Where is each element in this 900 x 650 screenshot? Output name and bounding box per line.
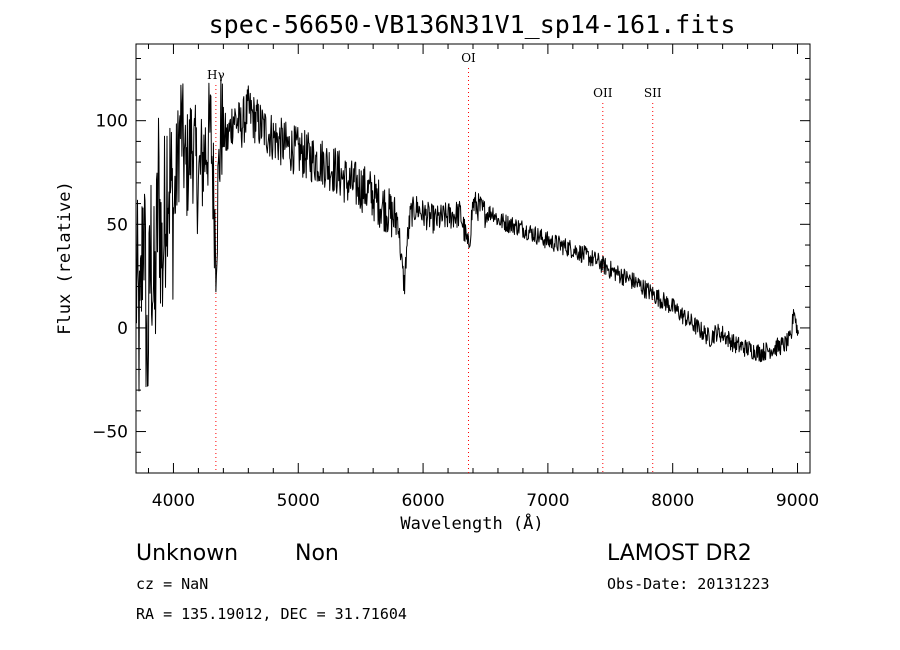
y-tick-label: −50 bbox=[92, 423, 128, 443]
spectral-line-label: OII bbox=[593, 86, 613, 100]
axis-ticks: 4000 5000 6000 7000 8000 9000 −50 0 50 100 bbox=[92, 44, 819, 511]
object-subclass: Non bbox=[295, 541, 339, 566]
x-axis-label: Wavelength (Å) bbox=[400, 512, 543, 534]
spectral-line-label: OI bbox=[461, 51, 476, 65]
x-tick-label: 9000 bbox=[776, 491, 819, 511]
x-tick-label: 4000 bbox=[152, 491, 195, 511]
spectral-line-markers: Hγ OI OII SII bbox=[207, 51, 662, 473]
y-tick-label: 50 bbox=[106, 215, 128, 235]
obs-date: Obs-Date: 20131223 bbox=[607, 575, 770, 593]
redshift-text: cz = NaN bbox=[136, 575, 208, 593]
x-tick-label: 7000 bbox=[526, 491, 569, 511]
x-tick-label: 8000 bbox=[651, 491, 694, 511]
x-tick-label: 6000 bbox=[401, 491, 444, 511]
y-tick-label: 100 bbox=[96, 112, 128, 132]
plot-area: Hγ OI OII SII 4000 5000 6000 7000 8000 9000 −50 0 5… bbox=[92, 43, 819, 511]
survey-name: LAMOST DR2 bbox=[607, 541, 752, 566]
spectral-line-label: SII bbox=[644, 86, 662, 100]
object-class: Unknown bbox=[136, 541, 238, 566]
chart-title: spec-56650-VB136N31V1_sp14-161.fits bbox=[209, 10, 736, 39]
coordinates: RA = 135.19012, DEC = 31.71604 bbox=[136, 605, 407, 623]
x-tick-label: 5000 bbox=[277, 491, 320, 511]
y-axis-label: Flux (relative) bbox=[55, 181, 75, 335]
plot-frame bbox=[135, 43, 811, 474]
spectral-line-label: Hγ bbox=[207, 68, 225, 82]
spectrum-line bbox=[135, 75, 799, 392]
spectrum-series bbox=[135, 75, 799, 392]
y-tick-label: 0 bbox=[117, 319, 128, 339]
